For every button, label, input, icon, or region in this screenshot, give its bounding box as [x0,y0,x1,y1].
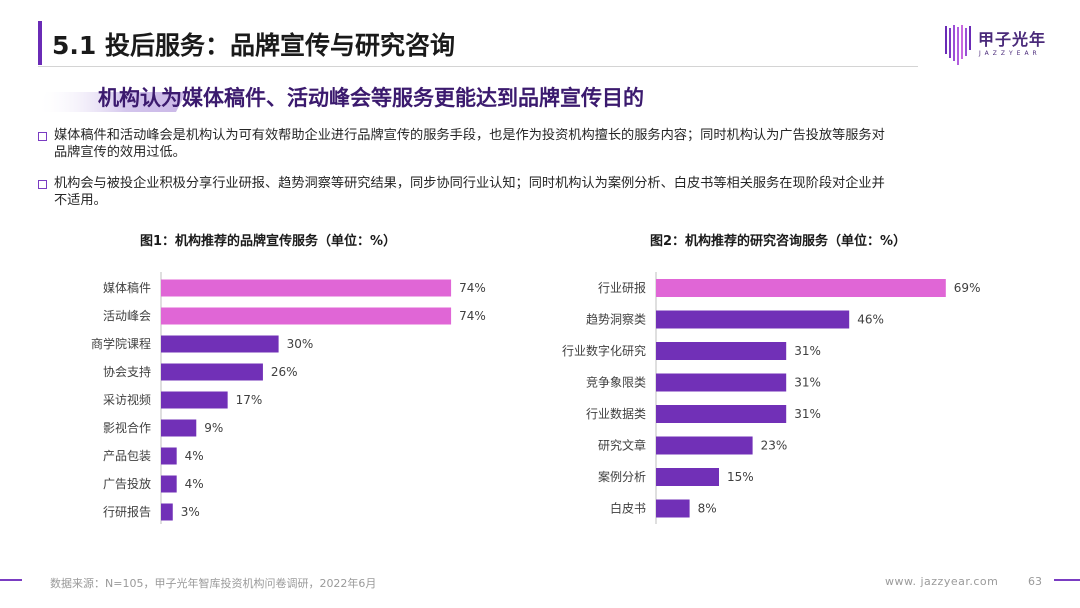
chart2-value-label: 15% [727,470,754,484]
chart1-category-label: 协会支持 [103,364,151,379]
chart1-value-label: 9% [204,421,223,435]
page-title: 5.1 投后服务：品牌宣传与研究咨询 [52,31,455,60]
bullet-item: 媒体稿件和活动峰会是机构认为可有效帮助企业进行品牌宣传的服务手段，也是作为投资机… [54,127,1044,161]
chart1-bar [161,363,263,381]
chart1-value-label: 3% [181,505,200,519]
bullet-marker [38,180,47,189]
chart1-bar [161,447,177,465]
data-source: 数据来源：N=105，甲子光年智库投资机构问卷调研，2022年6月 [50,577,377,590]
chart2-bar [656,468,719,486]
chart2-bar [656,436,753,455]
chart1-category-label: 活动峰会 [103,309,151,323]
chart1-bar [161,307,452,325]
chart1-value-label: 30% [287,337,314,351]
chart2-category-label: 白皮书 [610,501,646,516]
chart2-bar [656,373,787,392]
chart2-value-label: 31% [794,376,821,390]
page-number: 63 [1028,575,1042,588]
bullet-line: 品牌宣传的效用过低。 [54,145,186,160]
chart2-category-label: 行业数据类 [586,406,646,421]
logo-english-text: JAZZYEAR [979,50,1041,57]
chart2-value-label: 8% [698,502,717,516]
chart1-value-label: 4% [185,449,204,463]
chart1-value-label: 26% [271,365,298,379]
chart2-category-label: 竞争象限类 [586,376,646,390]
chart2-bar [656,310,850,329]
title-divider [38,66,918,67]
chart1-category-label: 影视合作 [103,420,151,435]
chart1-bar [161,475,177,493]
chart1-bar [161,391,228,409]
chart2-category-label: 行业数字化研究 [562,343,646,358]
subtitle: 机构认为媒体稿件、活动峰会等服务更能达到品牌宣传目的 [98,86,644,110]
chart1-category-label: 行研报告 [103,504,151,519]
chart2-bar [656,342,787,360]
chart2-category-label: 趋势洞察类 [586,313,646,327]
chart1-category-label: 广告投放 [103,476,151,491]
chart2-title: 图2：机构推荐的研究咨询服务（单位：%） [650,234,907,249]
chart1-bar [161,279,452,297]
chart1-bar [161,335,279,353]
chart2-value-label: 46% [857,313,884,327]
chart2-bar [656,499,690,518]
chart1-category-label: 产品包装 [103,449,151,463]
chart2-category-label: 案例分析 [598,469,646,484]
title-accent-bar [38,21,42,65]
chart1-category-label: 商学院课程 [91,336,151,351]
chart2-bar [656,405,787,423]
logo-chinese-text: 甲子光年 [978,30,1047,49]
chart1-svg: 媒体稿件 74% 活动峰会 74% 商学院课程 30% 协会支持 26% 采访视频 17% 影视合作… [91,272,486,524]
chart2-value-label: 23% [761,439,788,453]
chart1-value-label: 4% [185,477,204,491]
chart1-category-label: 采访视频 [103,392,151,407]
logo-bars-icon [945,25,971,65]
bullet-marker [38,132,47,141]
footer-accent-left [0,579,22,581]
chart1-value-label: 17% [236,393,263,407]
subtitle-decoration [36,92,186,112]
chart1-category-label: 媒体稿件 [103,280,151,295]
chart1-bar [161,503,173,521]
chart1-value-label: 74% [459,281,486,295]
bullet-line: 媒体稿件和活动峰会是机构认为可有效帮助企业进行品牌宣传的服务手段，也是作为投资机… [54,128,885,143]
bullet-line: 不适用。 [54,193,107,208]
chart2-svg: 行业研报 69% 趋势洞察类 46% 行业数字化研究 31% 竞争象限类 31% 行业数据类 31… [562,272,981,524]
bullet-line: 机构会与被投企业积极分享行业研报、趋势洞察等研究结果，同步协同行业认知；同时机构… [54,176,885,191]
chart1-value-label: 74% [459,309,486,323]
chart2-value-label: 31% [794,407,821,421]
chart2-category-label: 行业研报 [598,280,646,295]
chart2-category-label: 研究文章 [598,438,646,453]
website-link[interactable]: www. jazzyear.com [885,575,999,588]
bullet-item: 机构会与被投企业积极分享行业研报、趋势洞察等研究结果，同步协同行业认知；同时机构… [54,175,1044,209]
brand-logo: 甲子光年 JAZZYEAR [944,22,1069,66]
chart2-value-label: 69% [954,281,981,295]
footer-accent-right [1054,579,1080,581]
chart1-bar [161,419,197,437]
chart1-title: 图1：机构推荐的品牌宣传服务（单位：%） [140,234,397,249]
chart2-value-label: 31% [794,344,821,358]
chart2-bar [656,279,946,297]
